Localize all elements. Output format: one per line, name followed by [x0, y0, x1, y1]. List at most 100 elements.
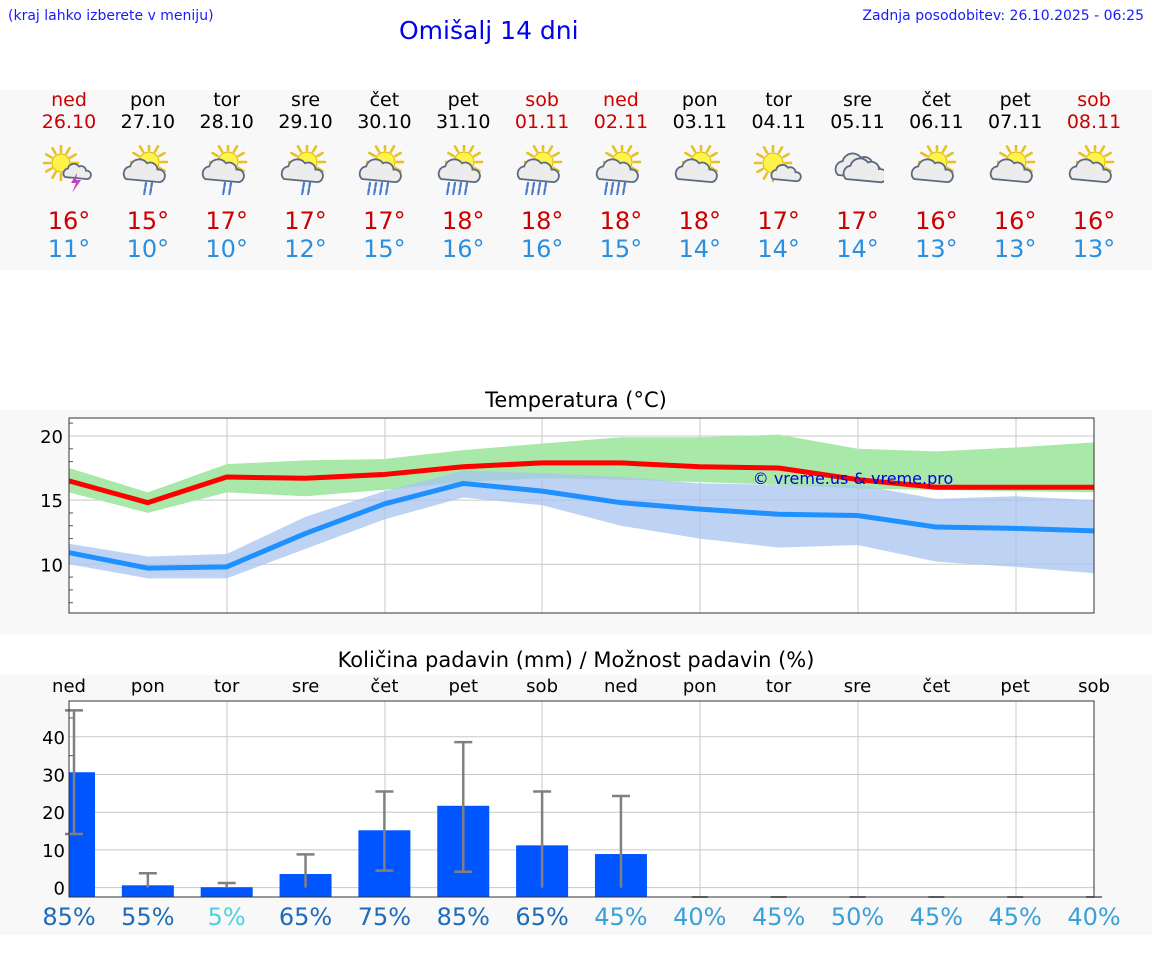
day-label: pet: [1000, 676, 1030, 697]
y-tick-label: 0: [54, 879, 65, 900]
rain-drop: [530, 181, 536, 195]
rain-drop: [300, 181, 305, 195]
forecast-day: čet 06.11 16° 13°: [891, 89, 981, 263]
cloud-shape: [122, 158, 166, 184]
day-label: pon: [131, 676, 165, 697]
day-date: 05.11: [830, 111, 885, 133]
cloud-shape: [595, 158, 639, 184]
temperature-chart-title: Temperatura (°C): [485, 388, 667, 412]
day-name: ned: [51, 89, 87, 111]
rain-drop: [367, 181, 372, 195]
plot-frame: [68, 417, 1095, 614]
temp-min: 13°: [993, 235, 1037, 263]
cloud-shape: [911, 158, 955, 184]
sun-cloud-icon: [1068, 145, 1115, 184]
temp-max: 16°: [1072, 207, 1116, 235]
day-label: ned: [52, 676, 86, 697]
day-date: 29.10: [278, 111, 333, 133]
precipitation-probability: 65%: [278, 903, 333, 931]
forecast-day: pet 31.10 18° 16°: [418, 89, 508, 263]
sun-cloud-heavy-rain-icon: [359, 145, 405, 195]
y-tick-label: 10: [40, 555, 63, 576]
temp-min: 14°: [678, 235, 722, 263]
day-label: tor: [766, 676, 792, 697]
day-name: čet: [369, 89, 400, 111]
temp-min: 11°: [47, 235, 91, 263]
rain-drop: [603, 181, 609, 195]
precipitation-probability: 75%: [357, 903, 412, 931]
cloud-shape: [280, 158, 324, 184]
sun-cloud-rain-icon: [201, 145, 247, 195]
day-label: tor: [214, 676, 240, 697]
day-date: 31.10: [436, 111, 491, 133]
forecast-day: pon 27.10 15° 10°: [103, 89, 193, 263]
rain-drop: [148, 181, 153, 195]
sun-cloud-icon: [674, 145, 721, 184]
plot-area: [69, 701, 1094, 897]
day-date: 03.11: [672, 111, 727, 133]
precipitation-bar: [121, 885, 174, 897]
rain-drop: [373, 181, 378, 195]
rain-drop: [542, 181, 548, 195]
precipitation-probability: 40%: [673, 903, 727, 931]
precipitation-chart-title: Količina padavin (mm) / Možnost padavin …: [337, 648, 815, 672]
temp-min: 15°: [363, 235, 406, 263]
rain-drop: [452, 181, 457, 195]
day-name: čet: [921, 89, 952, 111]
day-name: pet: [447, 89, 479, 111]
max-temperature-line: [68, 460, 1094, 506]
temp-min: 14°: [757, 235, 800, 263]
day-name: sre: [843, 89, 872, 111]
rain-drop: [536, 181, 542, 195]
temperature-chart: 10 15 20 © vreme.us & vreme.pro: [40, 417, 1095, 614]
day-label: sob: [526, 676, 558, 697]
day-date: 26.10: [41, 111, 97, 133]
temp-min: 10°: [205, 235, 248, 263]
plot-frame: [68, 700, 1095, 898]
forecast-day: ned 02.11 18° 15°: [576, 89, 666, 263]
temp-max: 16°: [47, 207, 91, 235]
forecast-day: ned 26.10 16° 11°: [24, 89, 114, 263]
forecast-day: sre 05.11 17° 14°: [813, 89, 903, 263]
forecast-band: [0, 90, 1152, 270]
temp-min: 10°: [126, 235, 170, 263]
sun-cloud-rain-icon: [122, 145, 169, 195]
rain-drop: [524, 181, 530, 195]
forecast-day: sre 29.10 17° 12°: [261, 89, 351, 263]
last-updated: Zadnja posodobitev: 26.10.2025 - 06:25: [862, 8, 1144, 24]
day-name: tor: [765, 89, 793, 111]
rain-drop: [615, 181, 621, 195]
precipitation-probability: 65%: [515, 903, 569, 931]
day-name: sre: [291, 89, 321, 111]
y-tick-label: 20: [40, 427, 63, 448]
temp-min: 13°: [1072, 235, 1116, 263]
precipitation-probability: 45%: [594, 903, 648, 931]
day-label: sob: [1078, 676, 1110, 697]
day-date: 01.11: [514, 111, 570, 133]
cloud-shape: [359, 158, 403, 184]
forecast-day: čet 30.10 17° 15°: [339, 89, 429, 263]
sun-cloud-icon: [990, 145, 1036, 184]
precipitation-probability: 40%: [1067, 903, 1121, 931]
cloud-icon: [834, 152, 884, 184]
temp-max: 17°: [836, 207, 879, 235]
sun-storm-icon: [43, 145, 92, 193]
cloud-shape: [516, 158, 560, 184]
rain-drop: [621, 181, 627, 195]
cloud-shape: [674, 158, 718, 184]
sun-cloud-heavy-rain-icon: [595, 145, 642, 195]
day-label: čet: [922, 676, 950, 697]
precipitation-probability: 45%: [988, 903, 1042, 931]
day-name: pon: [129, 89, 166, 111]
day-date: 07.11: [987, 111, 1043, 133]
rain-drop: [446, 181, 451, 195]
precipitation-probability: 55%: [121, 903, 175, 931]
day-date: 04.11: [751, 111, 806, 133]
day-label: ned: [604, 676, 638, 697]
temp-min: 14°: [836, 235, 879, 263]
temp-max: 18°: [678, 207, 722, 235]
temp-max: 17°: [205, 207, 248, 235]
precipitation-probability: 85%: [42, 903, 96, 931]
watermark: © vreme.us & vreme.pro: [753, 469, 954, 488]
forecast-day: pet 07.11 16° 13°: [970, 89, 1060, 263]
